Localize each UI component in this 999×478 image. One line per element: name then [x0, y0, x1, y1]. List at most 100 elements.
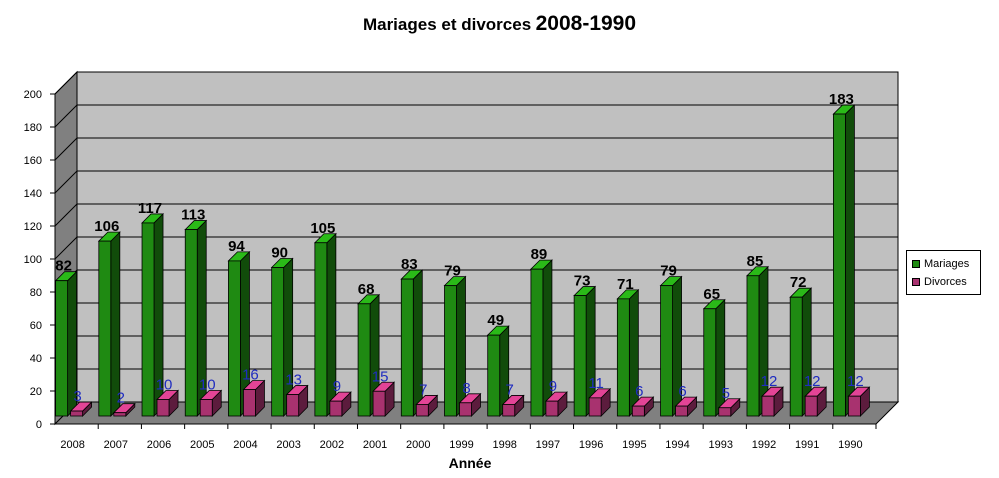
chart-title-years: 2008-1990 [535, 12, 637, 35]
data-label-mariages: 68 [358, 281, 375, 298]
data-label-mariages: 89 [531, 246, 548, 263]
bar-mariages [530, 268, 544, 417]
data-label-divorces: 12 [847, 373, 864, 390]
x-tick-label: 1992 [752, 439, 776, 451]
gridline [54, 104, 898, 128]
bar-mariages [228, 260, 241, 417]
x-tick-label: 1998 [492, 439, 516, 451]
legend-label-divorces: Divorces [924, 276, 967, 288]
bar-divorces [70, 410, 84, 417]
y-tick-label: 120 [24, 221, 42, 233]
data-label-divorces: 10 [156, 377, 173, 394]
y-tick-label: 100 [24, 254, 42, 266]
data-label-divorces: 11 [588, 375, 604, 392]
bar-divorces [156, 399, 170, 417]
data-label-mariages: 113 [181, 207, 205, 224]
y-tick-label: 80 [30, 287, 42, 299]
y-tick-label: 140 [24, 188, 42, 200]
data-label-mariages: 83 [401, 256, 418, 273]
bar-mariages-side [110, 231, 121, 417]
bar-divorces [372, 390, 386, 417]
bar-divorces [502, 404, 516, 417]
legend-item-divorces: Divorces [907, 273, 980, 291]
data-label-divorces: 16 [242, 367, 259, 384]
gridline [54, 203, 898, 227]
data-label-mariages: 117 [138, 200, 162, 217]
data-label-divorces: 7 [506, 381, 514, 398]
data-label-divorces: 12 [804, 373, 821, 390]
data-label-divorces: 10 [199, 377, 216, 394]
data-label-mariages: 79 [660, 263, 677, 280]
y-tick-label: 180 [24, 122, 42, 134]
bar-divorces [631, 405, 645, 417]
legend-swatch-divorces [912, 278, 920, 286]
data-label-mariages: 90 [271, 245, 288, 262]
data-label-mariages: 106 [94, 218, 119, 235]
y-tick-label: 20 [30, 386, 42, 398]
y-tick-label: 60 [30, 320, 42, 332]
gridline [54, 71, 898, 95]
bar-mariages-side [844, 104, 855, 417]
bar-divorces [675, 405, 688, 417]
legend-item-mariages: Mariages [907, 255, 980, 273]
data-label-mariages: 65 [703, 286, 720, 303]
chart-title-text: Mariages et divorces [362, 15, 532, 34]
data-label-divorces: 3 [73, 388, 81, 405]
data-label-divorces: 12 [761, 373, 778, 390]
bar-mariages [487, 334, 501, 417]
data-label-mariages: 82 [55, 258, 72, 275]
gridline [54, 170, 898, 194]
data-label-mariages: 94 [228, 238, 245, 255]
bar-mariages [746, 275, 760, 417]
x-tick-label: 2004 [233, 439, 257, 451]
data-label-mariages: 73 [574, 273, 591, 290]
bar-mariages [444, 285, 457, 417]
x-tick-label: 2003 [276, 439, 300, 451]
x-tick-label: 2000 [406, 439, 430, 451]
x-tick-label: 1991 [795, 439, 819, 451]
x-tick-label: 2006 [147, 439, 171, 451]
bar-divorces [415, 404, 429, 417]
x-tick-label: 2005 [190, 439, 214, 451]
bar-mariages [573, 295, 587, 417]
bar-mariages [400, 278, 414, 417]
data-label-divorces: 2 [117, 390, 125, 407]
bar-divorces [286, 394, 300, 417]
y-tick-label: 40 [30, 353, 42, 365]
data-label-mariages: 49 [487, 312, 504, 329]
bar-mariages [141, 222, 155, 417]
data-label-divorces: 6 [678, 383, 686, 400]
data-label-mariages: 85 [747, 253, 764, 270]
data-label-divorces: 9 [549, 378, 557, 395]
chart-title: Mariages et divorces 2008-1990 [0, 12, 999, 36]
legend-label-mariages: Mariages [924, 258, 970, 270]
x-tick-label: 2007 [104, 439, 128, 451]
data-label-mariages: 72 [790, 274, 807, 291]
data-label-divorces: 6 [635, 383, 643, 400]
data-label-mariages: 105 [310, 220, 335, 237]
bar-divorces [199, 399, 213, 417]
x-tick-label: 1997 [536, 439, 560, 451]
data-label-divorces: 9 [333, 378, 341, 395]
legend: Mariages Divorces [906, 250, 981, 295]
bar-divorces [545, 400, 559, 417]
bar-mariages [703, 308, 717, 417]
data-label-mariages: 71 [617, 276, 634, 293]
bar-mariages [616, 298, 630, 417]
x-tick-label: 1994 [665, 439, 689, 451]
bar-mariages [184, 229, 198, 417]
x-tick-label: 1990 [838, 439, 862, 451]
y-tick-label: 160 [24, 155, 42, 167]
bar-mariages [98, 240, 112, 417]
bar-mariages [55, 280, 69, 417]
bar-mariages [660, 285, 673, 417]
x-tick-label: 1996 [579, 439, 603, 451]
x-tick-label: 2002 [320, 439, 344, 451]
bar-divorces [847, 395, 861, 417]
bar-divorces [243, 389, 256, 417]
bar-mariages [314, 242, 328, 417]
data-label-divorces: 15 [372, 368, 389, 385]
bar-divorces [459, 402, 472, 417]
data-label-divorces: 7 [419, 381, 427, 398]
